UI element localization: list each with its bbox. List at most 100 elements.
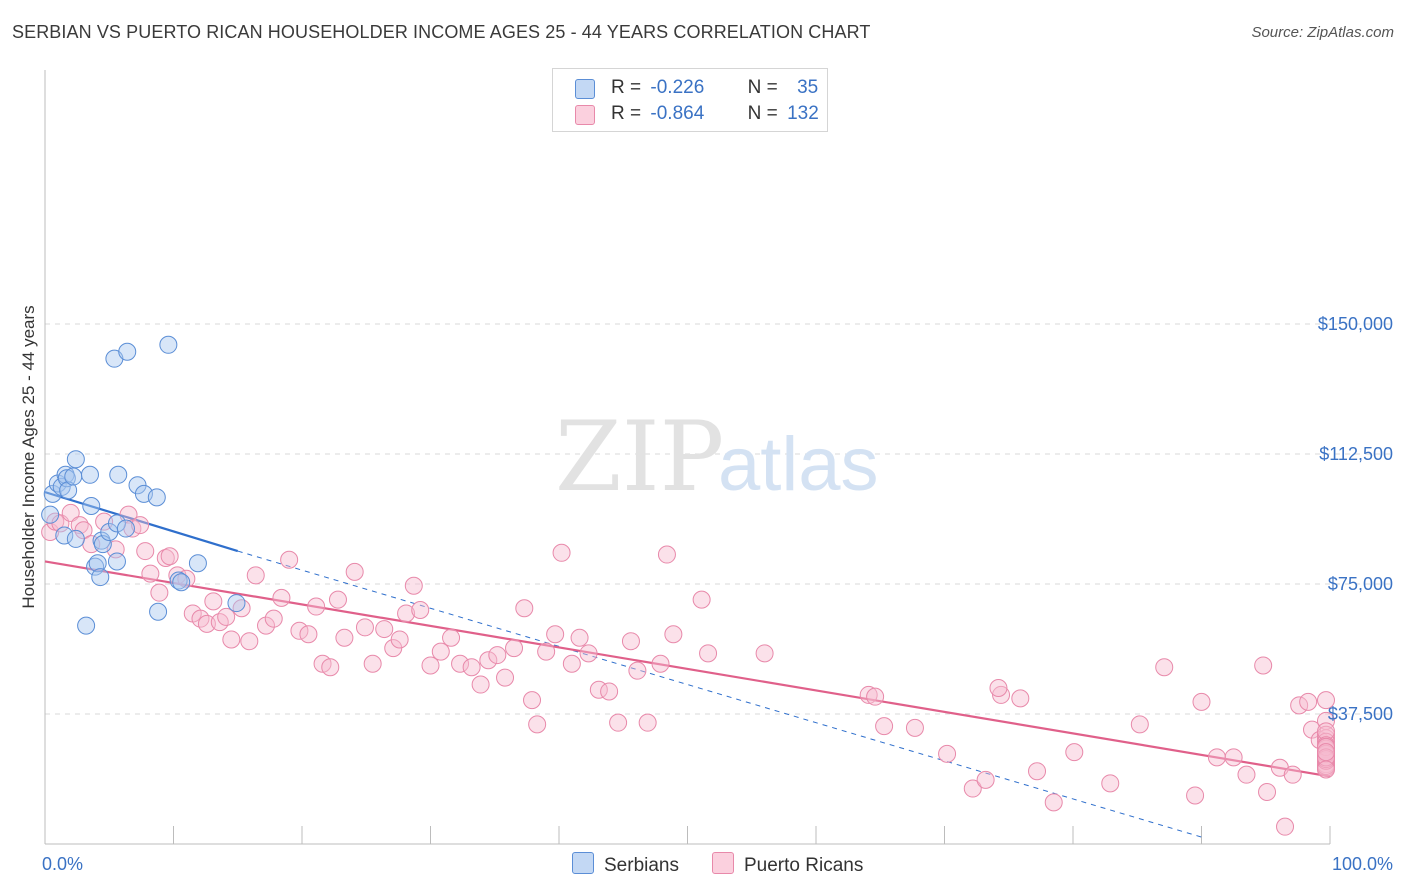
puerto-rican-point bbox=[404, 576, 423, 595]
puerto-rican-point bbox=[204, 592, 223, 611]
puerto-rican-point bbox=[859, 685, 878, 704]
puerto-rican-point bbox=[411, 601, 430, 619]
legend-n-value: 35 bbox=[797, 77, 819, 98]
x-tick-label: 100.0% bbox=[1332, 854, 1393, 874]
puerto-rican-point bbox=[217, 607, 236, 626]
puerto-rican-point bbox=[562, 654, 581, 673]
legend-r-label: R = bbox=[611, 77, 642, 98]
serbian-point bbox=[43, 484, 62, 503]
puerto-rican-point bbox=[431, 642, 450, 661]
puerto-rican-point bbox=[515, 599, 534, 618]
puerto-rican-point bbox=[1317, 743, 1335, 762]
puerto-rican-point bbox=[280, 550, 299, 569]
serbian-point bbox=[159, 335, 178, 354]
puerto-rican-point bbox=[1276, 817, 1295, 836]
puerto-rican-point bbox=[570, 628, 589, 647]
serbian-point bbox=[59, 481, 78, 500]
puerto-rican-point bbox=[1044, 793, 1063, 812]
legend-r-value: -0.226 bbox=[650, 77, 705, 98]
y-axis-title: Householder Income Ages 25 - 44 years bbox=[19, 305, 38, 608]
puerto-rican-point bbox=[1290, 696, 1309, 715]
y-tick-label: $150,000 bbox=[1318, 314, 1393, 334]
puerto-rican-point bbox=[1155, 658, 1174, 677]
puerto-rican-point bbox=[1011, 689, 1030, 708]
puerto-rican-point bbox=[307, 597, 326, 616]
serbian-point bbox=[88, 554, 107, 573]
puerto-rican-point bbox=[1224, 748, 1243, 767]
puerto-rican-point bbox=[651, 654, 670, 673]
serbian-point bbox=[116, 519, 135, 538]
legend-r-label: R = bbox=[611, 103, 642, 124]
puerto-rican-point bbox=[552, 543, 571, 562]
puerto-rican-point bbox=[335, 628, 354, 647]
puerto-rican-point bbox=[976, 770, 995, 789]
serbians-trendline-extension bbox=[237, 550, 1202, 838]
serbian-point bbox=[77, 616, 96, 635]
puerto-rican-point bbox=[546, 625, 565, 644]
puerto-rican-point bbox=[355, 618, 374, 637]
serbian-point bbox=[188, 554, 207, 573]
puerto-rican-point bbox=[363, 654, 382, 673]
y-tick-label: $75,000 bbox=[1328, 574, 1393, 594]
serbian-points bbox=[41, 335, 246, 635]
serbian-point bbox=[80, 465, 99, 484]
puerto-rican-point bbox=[692, 590, 711, 609]
puerto-rican-point bbox=[345, 562, 364, 581]
serbian-point bbox=[91, 568, 110, 587]
puerto-rican-point bbox=[755, 644, 774, 663]
watermark-zip: ZIP bbox=[555, 401, 724, 513]
puerto-rican-point bbox=[160, 547, 179, 566]
puerto-rican-point bbox=[1283, 765, 1302, 784]
legend-n-label: N = bbox=[747, 103, 778, 124]
serbian-point bbox=[147, 488, 166, 507]
puerto-rican-point bbox=[1254, 656, 1273, 675]
puerto-rican-point bbox=[232, 599, 251, 618]
serbian-point bbox=[109, 465, 128, 484]
puerto-rican-point bbox=[240, 632, 259, 651]
puerto-rican-point bbox=[1258, 783, 1277, 801]
serbian-point bbox=[66, 450, 85, 469]
puerto-rican-point bbox=[257, 616, 276, 635]
serbian-point bbox=[172, 573, 191, 592]
puerto-rican-point bbox=[621, 632, 640, 651]
puerto-rican-point bbox=[496, 668, 515, 687]
puerto-rican-point bbox=[1028, 762, 1047, 781]
serbians-legend-label: Serbians bbox=[604, 855, 679, 876]
serbian-point bbox=[227, 594, 246, 613]
serbian-point bbox=[118, 342, 137, 361]
puerto-rican-point bbox=[471, 675, 490, 694]
bottom-legend-puerto-ricans: Puerto Ricans bbox=[712, 852, 863, 877]
puerto-rican-point bbox=[451, 654, 470, 673]
puerto-rican-point bbox=[442, 628, 461, 647]
correlation-legend: R = -0.226 N = 35 R = -0.864 N = 132 bbox=[552, 68, 828, 132]
serbians-trendline bbox=[44, 491, 239, 553]
y-tick-label: $37,500 bbox=[1328, 704, 1393, 724]
puerto-rican-point bbox=[177, 569, 196, 588]
serbian-point bbox=[82, 497, 101, 515]
serbian-point bbox=[64, 467, 83, 486]
puerto-rican-point bbox=[1065, 743, 1084, 762]
puerto-rican-point bbox=[875, 717, 894, 736]
puerto-rican-point bbox=[1317, 760, 1335, 779]
puerto-rican-point bbox=[150, 583, 169, 602]
puerto-rican-point bbox=[375, 620, 394, 639]
puerto-rican-point bbox=[222, 630, 241, 649]
puerto-ricans-trendline bbox=[44, 560, 1331, 778]
puerto-rican-point bbox=[537, 642, 556, 661]
serbian-point bbox=[55, 526, 74, 545]
serbian-point bbox=[149, 602, 168, 621]
puerto-rican-point bbox=[528, 715, 547, 734]
puerto-rican-point bbox=[462, 658, 481, 677]
puerto-ricans-legend-label: Puerto Ricans bbox=[744, 855, 864, 876]
puerto-rican-point bbox=[657, 545, 676, 564]
puerto-rican-point bbox=[1237, 765, 1256, 784]
puerto-rican-point bbox=[328, 590, 347, 609]
puerto-rican-point bbox=[1130, 715, 1149, 734]
serbian-point bbox=[169, 571, 188, 590]
puerto-rican-point bbox=[905, 718, 924, 737]
puerto-rican-points bbox=[41, 503, 1335, 836]
legend-n-value: 132 bbox=[787, 103, 819, 124]
puerto-rican-point bbox=[290, 621, 309, 640]
axes bbox=[44, 70, 1331, 845]
